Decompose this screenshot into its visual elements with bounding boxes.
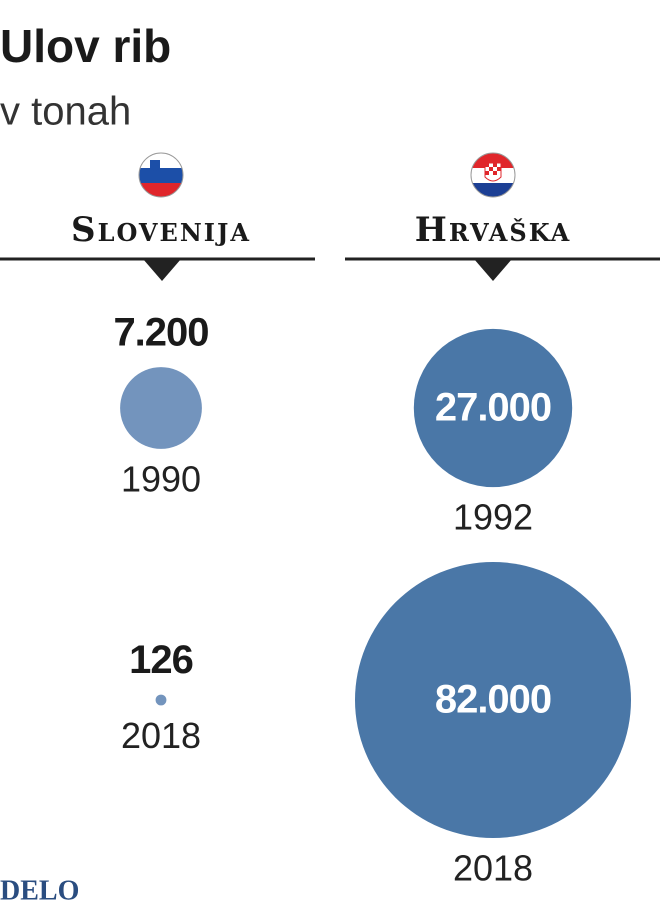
bubble bbox=[120, 367, 202, 449]
series-name: Hrvaška bbox=[415, 210, 571, 250]
bubble bbox=[155, 694, 167, 706]
pointer bbox=[143, 259, 181, 281]
flag-slovenia bbox=[138, 152, 184, 198]
value-label: 126 bbox=[129, 638, 193, 682]
value-label: 7.200 bbox=[113, 311, 208, 355]
year-label: 1990 bbox=[121, 458, 201, 499]
series-name: Slovenija bbox=[71, 210, 251, 250]
bubble bbox=[355, 562, 631, 838]
source: DELO bbox=[0, 875, 79, 906]
year-label: 1992 bbox=[453, 497, 533, 538]
year-label: 2018 bbox=[453, 848, 533, 889]
value-label: 82.000 bbox=[435, 678, 551, 722]
pointer bbox=[474, 259, 512, 281]
year-label: 2018 bbox=[121, 715, 201, 756]
value-label: 27.000 bbox=[435, 386, 551, 430]
chart-title: Ulov rib bbox=[0, 20, 171, 72]
chart-subtitle: v tonah bbox=[0, 90, 131, 134]
bubble bbox=[413, 328, 573, 488]
flag-croatia bbox=[470, 152, 516, 198]
